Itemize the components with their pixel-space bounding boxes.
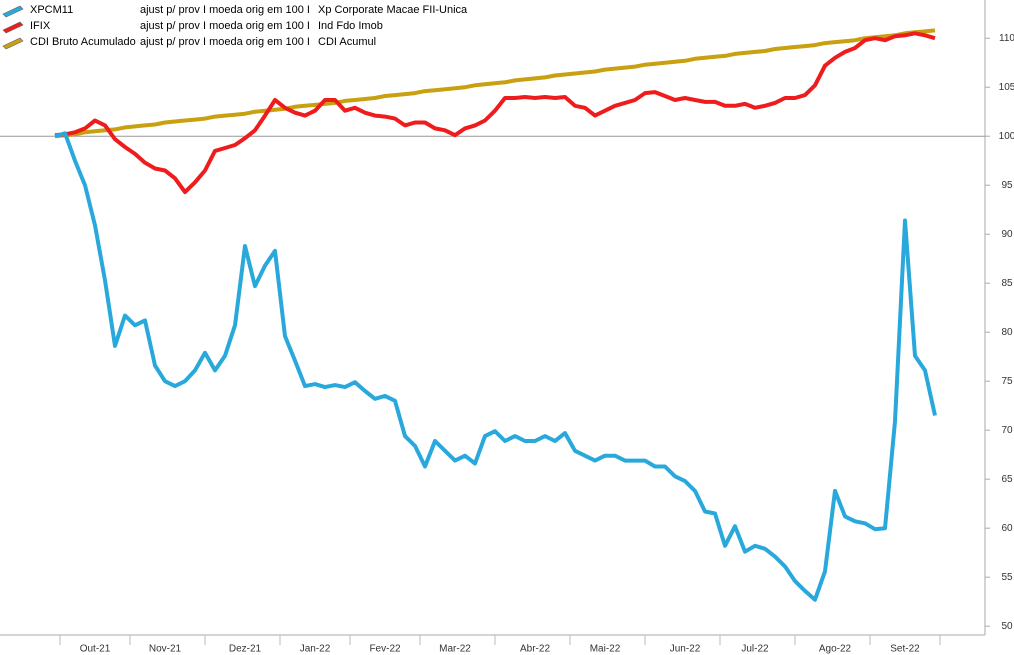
y-tick-label: 55	[1001, 572, 1013, 583]
x-tick-label: Mai-22	[590, 644, 621, 655]
x-tick-label: Fev-22	[369, 644, 401, 655]
x-tick-label: Jul-22	[741, 644, 769, 655]
x-tick-label: Nov-21	[149, 644, 182, 655]
y-tick-label: 100	[999, 131, 1014, 142]
y-tick-label: 70	[1001, 425, 1013, 436]
y-tick-label: 85	[1001, 278, 1013, 289]
y-tick-label: 65	[1001, 474, 1013, 485]
legend-adjustment: ajust p/ prov I moeda orig em 100 I	[140, 20, 310, 32]
x-tick-label: Out-21	[80, 644, 111, 655]
x-tick-label: Ago-22	[819, 644, 852, 655]
legend-swatch	[2, 5, 24, 18]
y-tick-label: 75	[1001, 376, 1013, 387]
x-tick-label: Abr-22	[520, 644, 550, 655]
legend: XPCM11 ajust p/ prov I moeda orig em 100 …	[2, 4, 468, 50]
legend-swatch	[2, 21, 24, 34]
x-tick-label: Mar-22	[439, 644, 471, 655]
series-line	[54, 28, 936, 139]
legend-label: CDI Bruto Acumulado	[30, 36, 136, 48]
legend-description: CDI Acumul	[318, 36, 376, 48]
y-tick-label: 60	[1001, 523, 1013, 534]
series-line	[54, 131, 937, 602]
y-tick-label: 50	[1001, 621, 1013, 632]
legend-adjustment: ajust p/ prov I moeda orig em 100 I	[140, 36, 310, 48]
x-tick-label: Dez-21	[229, 644, 262, 655]
x-tick-label: Jun-22	[670, 644, 701, 655]
x-tick-label: Set-22	[890, 644, 920, 655]
y-tick-label: 105	[999, 82, 1014, 93]
legend-description: Xp Corporate Macae FII-Unica	[318, 4, 468, 16]
x-tick-label: Jan-22	[300, 644, 331, 655]
legend-swatch	[2, 37, 24, 50]
series-line	[54, 31, 936, 195]
y-tick-label: 90	[1001, 229, 1013, 240]
y-tick-label: 110	[999, 33, 1014, 44]
legend-adjustment: ajust p/ prov I moeda orig em 100 I	[140, 4, 310, 16]
y-tick-label: 80	[1001, 327, 1013, 338]
y-tick-label: 95	[1001, 180, 1013, 191]
legend-label: XPCM11	[30, 4, 73, 16]
legend-label: IFIX	[30, 20, 51, 32]
legend-description: Ind Fdo Imob	[318, 20, 383, 32]
